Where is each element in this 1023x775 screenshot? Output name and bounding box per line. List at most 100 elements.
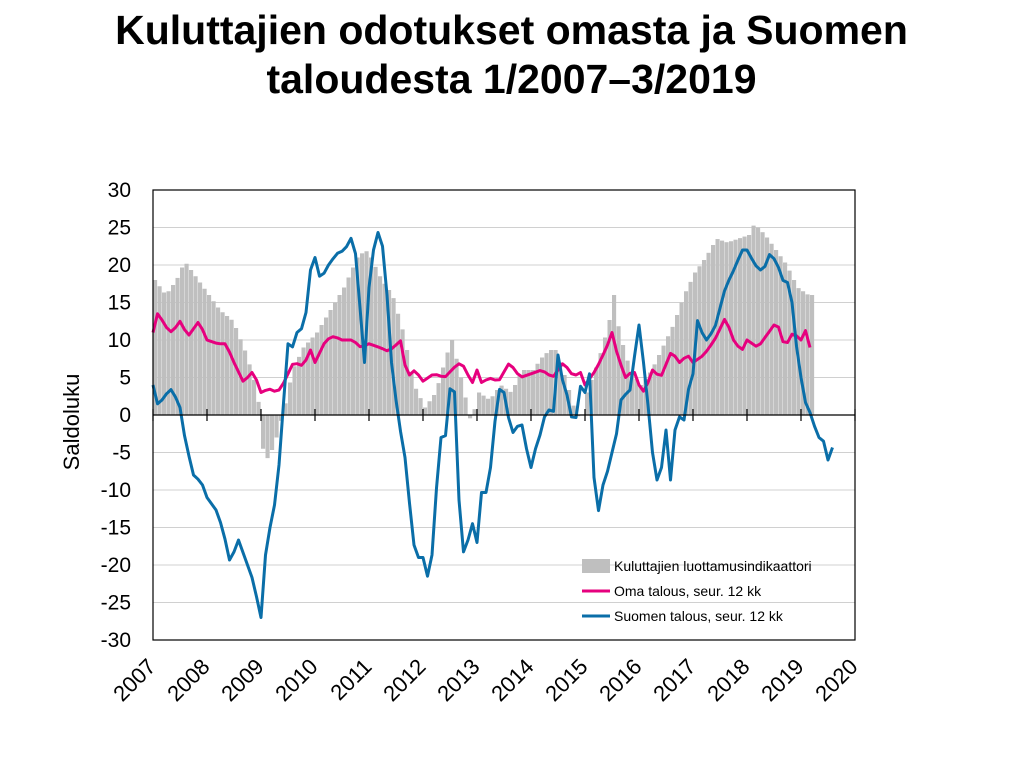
bar <box>220 312 225 415</box>
bar <box>576 415 581 417</box>
bar <box>526 370 531 415</box>
bar <box>706 252 711 415</box>
bar <box>810 295 815 415</box>
bar <box>189 270 194 415</box>
bar <box>792 280 797 415</box>
bar <box>522 370 527 415</box>
x-tick-label: 2009 <box>216 654 268 706</box>
bar <box>216 307 221 415</box>
bar <box>639 385 644 415</box>
bar <box>486 398 491 415</box>
bar <box>450 340 455 415</box>
bar <box>738 238 743 415</box>
bar <box>751 225 756 415</box>
bar <box>688 281 693 415</box>
bar <box>805 294 810 415</box>
bar <box>594 367 599 415</box>
bar <box>324 317 329 415</box>
y-tick-label: -5 <box>112 442 131 465</box>
bar <box>355 257 360 415</box>
bar <box>171 285 176 415</box>
bar <box>535 363 540 415</box>
y-tick-label: -20 <box>101 554 131 577</box>
bar <box>607 320 612 415</box>
bar <box>157 286 162 415</box>
bar <box>400 329 405 415</box>
bar <box>481 395 486 415</box>
bar <box>342 287 347 415</box>
bar <box>666 336 671 415</box>
x-tick-label: 2007 <box>108 654 160 706</box>
bar <box>661 345 666 415</box>
bar <box>391 298 396 415</box>
line-series <box>151 231 834 619</box>
bar <box>265 415 270 459</box>
bar <box>180 267 185 415</box>
bar <box>598 353 603 415</box>
y-axis-label: Saldoluku <box>59 374 84 471</box>
legend: Kuluttajien luottamusindikaattori Oma tal… <box>582 558 812 624</box>
bar <box>378 276 383 415</box>
x-tick-label: 2013 <box>432 654 484 706</box>
bar <box>729 241 734 415</box>
bar <box>513 385 518 415</box>
bar <box>333 302 338 415</box>
bar <box>441 367 446 415</box>
bar <box>436 383 441 415</box>
x-tick-label: 2014 <box>486 654 538 706</box>
x-tick-label: 2015 <box>540 654 592 706</box>
bar <box>742 236 747 415</box>
bar <box>247 364 252 415</box>
x-tick-label: 2018 <box>702 654 754 706</box>
bar <box>184 263 189 415</box>
bar <box>715 239 720 415</box>
legend-label: Suomen talous, seur. 12 kk <box>614 608 784 624</box>
y-tick-label: 15 <box>108 292 131 315</box>
bar <box>297 356 302 415</box>
bar <box>652 364 657 415</box>
x-tick-label: 2016 <box>594 654 646 706</box>
x-tick-label: 2011 <box>325 654 376 705</box>
bar <box>193 276 198 415</box>
bar <box>648 372 653 415</box>
bar <box>657 355 662 415</box>
bar <box>315 332 320 415</box>
bar <box>270 415 275 450</box>
bar <box>508 391 513 415</box>
chart-title: Kuluttajien odotukset omasta ja Suomen t… <box>0 6 1023 104</box>
bar <box>225 316 230 415</box>
bar <box>202 288 207 415</box>
bar <box>423 407 428 415</box>
y-tick-label: 0 <box>119 404 131 427</box>
bar <box>463 397 468 415</box>
bar <box>477 392 482 415</box>
bar <box>207 295 212 415</box>
bar <box>234 328 239 415</box>
bar-series <box>153 225 815 459</box>
bar <box>747 235 752 415</box>
bar <box>387 290 392 415</box>
bar <box>621 345 626 415</box>
x-tick-label: 2017 <box>648 654 700 706</box>
bar <box>549 350 554 415</box>
bar <box>198 282 203 415</box>
bar <box>405 350 410 415</box>
bar <box>252 380 257 415</box>
bar <box>774 250 779 415</box>
y-tick-label: -30 <box>101 629 131 652</box>
bar <box>612 295 617 415</box>
bar <box>531 370 536 415</box>
y-tick-label: 10 <box>108 329 131 352</box>
bar <box>558 362 563 415</box>
x-tick-label: 2008 <box>162 654 214 706</box>
bar <box>337 295 342 415</box>
bar <box>765 237 770 415</box>
x-tick-label: 2020 <box>810 654 862 706</box>
bar <box>153 280 158 415</box>
bar <box>396 313 401 415</box>
bar <box>459 377 464 415</box>
bar <box>274 415 279 438</box>
bar <box>288 382 293 415</box>
bar <box>585 392 590 415</box>
y-tick-label: -25 <box>101 592 131 615</box>
